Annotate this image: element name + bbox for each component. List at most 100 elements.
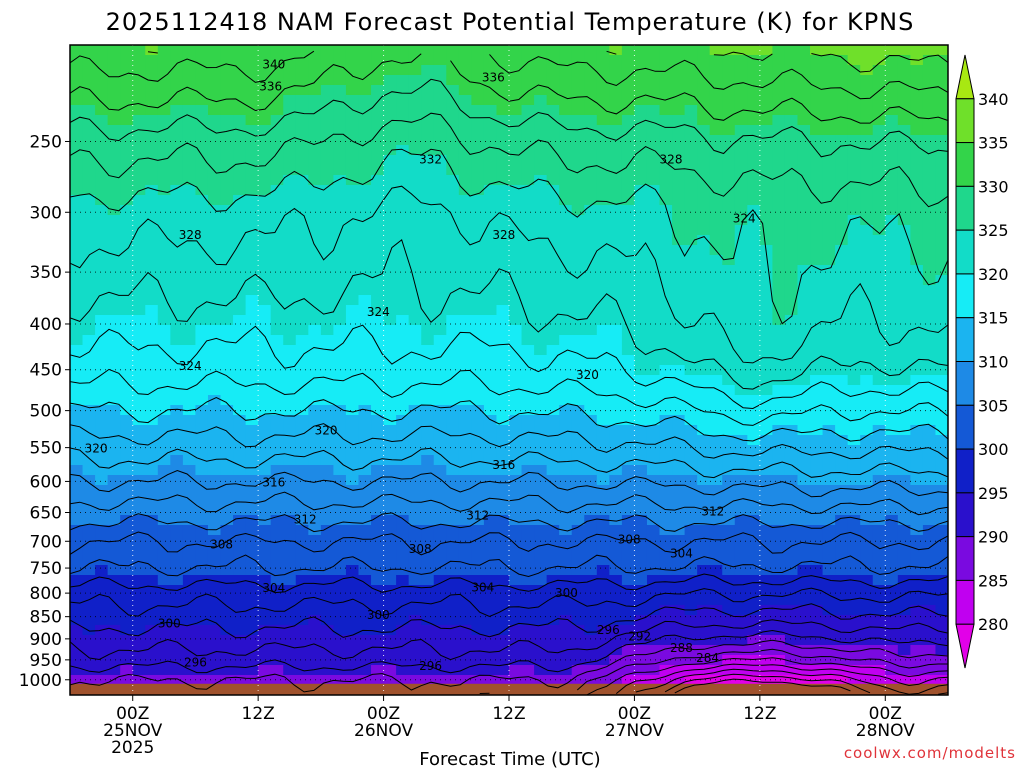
- field-cell: [872, 465, 886, 476]
- field-cell: [358, 565, 372, 576]
- field-cell: [584, 535, 598, 546]
- field-cell: [433, 395, 447, 406]
- field-cell: [722, 505, 736, 516]
- field-cell: [835, 425, 849, 436]
- field-cell: [295, 215, 309, 226]
- field-cell: [922, 235, 937, 246]
- field-cell: [897, 435, 911, 446]
- field-cell: [82, 465, 96, 476]
- field-cell: [784, 95, 799, 106]
- field-cell: [421, 365, 435, 376]
- field-cell: [759, 675, 773, 686]
- field-cell: [747, 625, 761, 636]
- field-cell: [245, 465, 259, 476]
- contour-label: 320: [576, 368, 599, 382]
- field-cell: [835, 565, 849, 576]
- field-cell: [784, 115, 799, 126]
- field-cell: [95, 445, 109, 456]
- field-cell: [82, 555, 96, 566]
- field-cell: [483, 535, 498, 546]
- field-cell: [496, 295, 510, 306]
- field-cell: [571, 585, 585, 596]
- field-cell: [559, 75, 573, 86]
- field-cell: [534, 415, 548, 426]
- contour-label: 328: [660, 153, 683, 167]
- field-cell: [446, 365, 460, 376]
- field-cell: [270, 565, 284, 576]
- field-cell: [421, 505, 435, 516]
- field-cell: [408, 535, 422, 546]
- field-cell: [95, 435, 109, 446]
- field-cell: [747, 455, 761, 466]
- field-cell: [295, 125, 309, 136]
- field-cell: [157, 555, 171, 566]
- field-cell: [70, 655, 84, 666]
- field-cell: [872, 555, 886, 566]
- field-cell: [396, 355, 410, 366]
- field-cell: [772, 525, 786, 536]
- field-cell: [458, 445, 472, 456]
- field-cell: [722, 525, 736, 536]
- field-cell: [446, 355, 460, 366]
- field-cell: [596, 265, 610, 276]
- field-cell: [872, 45, 886, 56]
- field-cell: [258, 245, 272, 256]
- field-cell: [471, 355, 485, 366]
- field-cell: [922, 335, 937, 346]
- field-cell: [283, 75, 297, 86]
- field-cell: [897, 75, 911, 86]
- field-cell: [697, 545, 711, 556]
- field-cell: [70, 355, 84, 366]
- field-cell: [922, 435, 937, 446]
- field-cell: [621, 605, 636, 616]
- field-cell: [170, 455, 184, 466]
- field-cell: [559, 155, 573, 166]
- field-cell: [722, 425, 736, 436]
- field-cell: [182, 575, 197, 586]
- isentrope-line: [479, 648, 948, 694]
- field-cell: [571, 455, 585, 466]
- field-cell: [509, 345, 523, 356]
- field-cell: [157, 585, 171, 596]
- field-cell: [634, 425, 648, 436]
- field-cell: [521, 175, 535, 186]
- field-cell: [709, 215, 723, 226]
- field-cell: [157, 285, 171, 296]
- field-cell: [458, 125, 472, 136]
- field-cell: [659, 265, 673, 276]
- field-cell: [358, 255, 372, 266]
- field-cell: [433, 155, 447, 166]
- colorbar-label: 290: [978, 528, 1009, 547]
- field-cell: [935, 615, 948, 626]
- field-cell: [684, 95, 698, 106]
- field-cell: [421, 285, 435, 296]
- field-cell: [734, 675, 748, 686]
- field-cell: [747, 275, 761, 286]
- field-cell: [860, 515, 874, 526]
- field-cell: [195, 105, 209, 116]
- field-cell: [646, 195, 661, 206]
- field-cell: [308, 625, 322, 636]
- field-cell: [433, 555, 447, 566]
- field-cell: [70, 245, 84, 256]
- field-cell: [772, 395, 786, 406]
- field-cell: [546, 215, 560, 226]
- field-cell: [233, 455, 247, 466]
- field-cell: [797, 265, 811, 276]
- field-cell: [258, 55, 272, 66]
- field-cell: [609, 415, 623, 426]
- field-cell: [860, 495, 874, 506]
- field-cell: [747, 335, 761, 346]
- field-cell: [697, 375, 711, 386]
- field-cell: [471, 255, 485, 266]
- field-cell: [333, 555, 347, 566]
- field-cell: [897, 355, 911, 366]
- field-cell: [684, 575, 698, 586]
- field-cell: [408, 375, 422, 386]
- field-cell: [634, 215, 648, 226]
- field-cell: [521, 505, 535, 516]
- field-cell: [659, 535, 673, 546]
- field-cell: [646, 585, 661, 596]
- field-cell: [734, 535, 748, 546]
- field-cell: [95, 525, 109, 536]
